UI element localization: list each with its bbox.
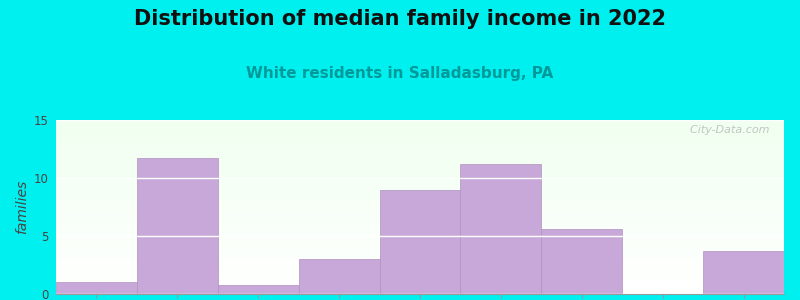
Text: City-Data.com: City-Data.com: [683, 125, 770, 135]
Bar: [298, 259, 379, 294]
Text: Distribution of median family income in 2022: Distribution of median family income in …: [134, 9, 666, 29]
Bar: [218, 285, 298, 294]
Bar: [542, 229, 622, 294]
Bar: [137, 158, 218, 294]
Bar: [56, 282, 137, 294]
Bar: [461, 164, 542, 294]
Bar: [703, 251, 784, 294]
Text: White residents in Salladasburg, PA: White residents in Salladasburg, PA: [246, 66, 554, 81]
Y-axis label: families: families: [15, 180, 30, 234]
Bar: [379, 190, 461, 294]
